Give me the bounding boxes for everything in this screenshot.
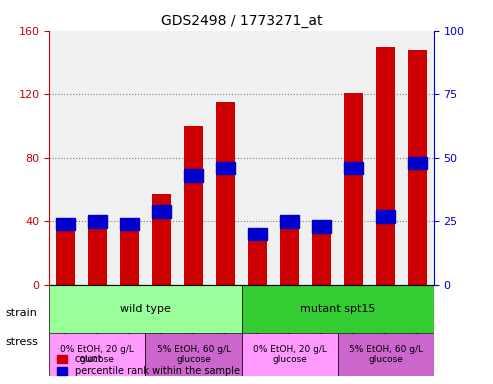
Bar xyxy=(376,46,395,285)
Text: 5% EtOH, 60 g/L
glucose: 5% EtOH, 60 g/L glucose xyxy=(349,345,423,364)
Bar xyxy=(184,126,203,285)
Text: stress: stress xyxy=(5,337,38,347)
Bar xyxy=(120,228,139,285)
Bar xyxy=(56,226,75,285)
FancyBboxPatch shape xyxy=(338,333,434,376)
FancyBboxPatch shape xyxy=(145,333,242,376)
Text: wild type: wild type xyxy=(120,304,171,314)
FancyBboxPatch shape xyxy=(49,285,242,333)
Legend: count, percentile rank within the sample: count, percentile rank within the sample xyxy=(54,351,243,379)
Title: GDS2498 / 1773271_at: GDS2498 / 1773271_at xyxy=(161,14,322,28)
Text: 5% EtOH, 60 g/L
glucose: 5% EtOH, 60 g/L glucose xyxy=(156,345,231,364)
Bar xyxy=(184,169,203,182)
Bar xyxy=(408,157,427,169)
Text: 0% EtOH, 20 g/L
glucose: 0% EtOH, 20 g/L glucose xyxy=(61,345,134,364)
Bar xyxy=(408,50,427,285)
Bar xyxy=(344,162,363,174)
Bar xyxy=(152,205,171,218)
Text: mutant spt15: mutant spt15 xyxy=(300,304,375,314)
Bar xyxy=(88,226,107,285)
Bar xyxy=(216,102,235,285)
Bar xyxy=(152,194,171,285)
Bar xyxy=(216,162,235,174)
Bar xyxy=(344,93,363,285)
Bar xyxy=(312,229,331,285)
Text: 0% EtOH, 20 g/L
glucose: 0% EtOH, 20 g/L glucose xyxy=(253,345,326,364)
Bar xyxy=(120,218,139,230)
Text: strain: strain xyxy=(5,308,37,318)
FancyBboxPatch shape xyxy=(242,333,338,376)
FancyBboxPatch shape xyxy=(242,285,434,333)
Bar xyxy=(376,210,395,223)
Bar xyxy=(312,220,331,233)
Bar xyxy=(248,228,267,240)
Bar xyxy=(56,218,75,230)
Bar xyxy=(280,222,299,285)
FancyBboxPatch shape xyxy=(49,333,145,376)
Bar xyxy=(88,215,107,228)
Bar xyxy=(280,215,299,228)
Bar xyxy=(248,240,267,285)
